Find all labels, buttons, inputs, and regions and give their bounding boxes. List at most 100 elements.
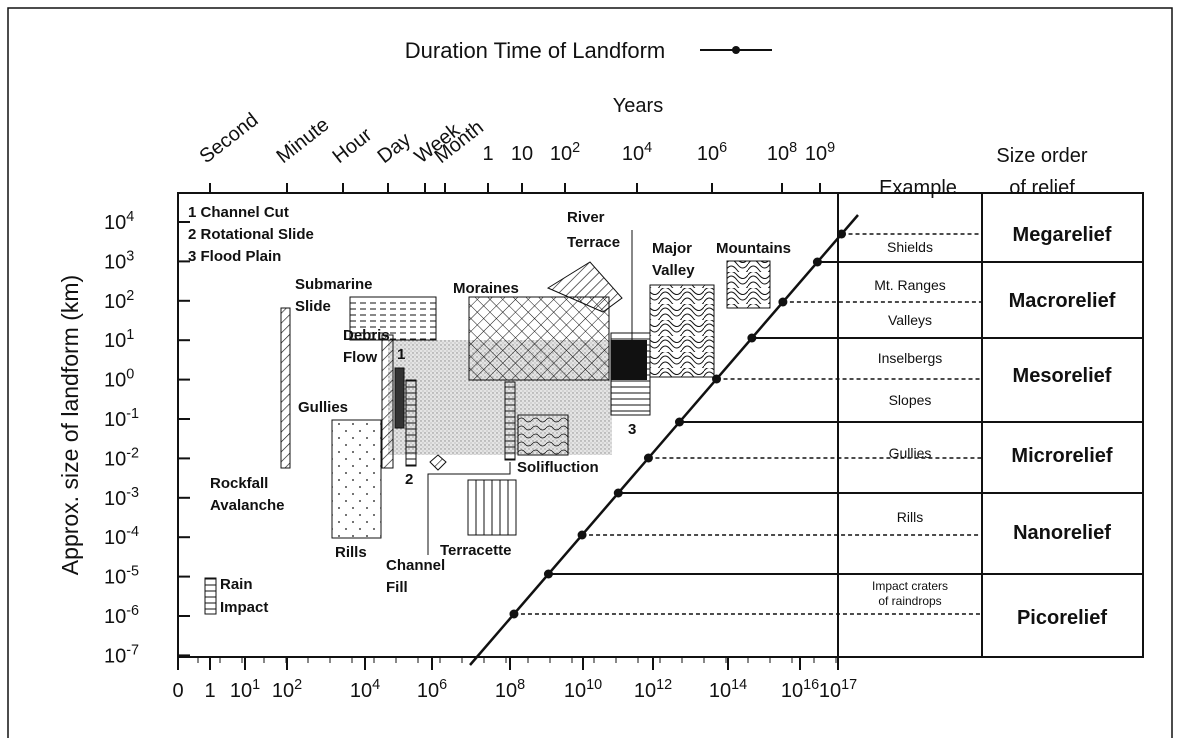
y-tick-label: 10-6 [104, 603, 139, 628]
landform-label: Debris [343, 327, 390, 344]
x-tick-label-base: 10 [819, 680, 841, 702]
y-tick-label-exp: -5 [126, 564, 139, 580]
relief-header: of relief [1009, 177, 1075, 199]
landform-label: Impact [220, 599, 268, 616]
year-tick-label-base: 10 [767, 143, 789, 165]
mountains-shape [726, 260, 771, 309]
year-tick-label-exp: 8 [789, 140, 797, 156]
year-tick-label: 106 [697, 140, 727, 165]
year-tick-label-exp: 6 [719, 140, 727, 156]
x-tick-label-exp: 4 [372, 677, 380, 693]
x-tick-label-base: 10 [350, 680, 372, 702]
x-tick-label: 1 [204, 680, 215, 702]
year-tick-label: 102 [550, 140, 580, 165]
duration-dot [837, 229, 847, 239]
y-tick-label: 104 [104, 209, 134, 234]
example-label: Gullies [889, 445, 932, 461]
landform-label: Terrace [567, 234, 620, 251]
y-tick-label: 102 [104, 288, 134, 313]
example-label: Impact craters [872, 579, 948, 593]
y-tick-label: 101 [104, 327, 134, 352]
major-valley-shape [649, 284, 715, 378]
x-tick-label: 101 [230, 677, 260, 702]
relief-label: Nanorelief [1013, 522, 1111, 544]
x-tick-label-base: 10 [272, 680, 294, 702]
y-tick-label: 10-4 [104, 524, 139, 549]
year-tick-label-exp: 9 [827, 140, 835, 156]
year-tick-label: 108 [767, 140, 797, 165]
x-tick-label-exp: 14 [731, 677, 747, 693]
rain-impact-shape [204, 577, 217, 615]
landform-label: 1 [397, 346, 405, 363]
y-tick-label-exp: -6 [126, 603, 139, 619]
y-tick-label-base: 10 [104, 370, 126, 392]
y-tick-label-exp: 3 [126, 248, 134, 264]
years-label: Years [613, 95, 663, 117]
landform-label: Rockfall [210, 475, 268, 492]
example-label: Rills [897, 509, 923, 525]
x-tick-label: 0 [172, 680, 183, 702]
channel-fill-pointer [427, 462, 511, 555]
rotational-slide-shape [405, 379, 417, 467]
landform-label: Avalanche [210, 497, 284, 514]
year-tick-label-base: 10 [622, 143, 644, 165]
debris-flow-shape [381, 334, 394, 469]
year-tick-label-exp: 2 [572, 140, 580, 156]
example-header: Example [879, 177, 957, 199]
x-tick-label-base: 10 [634, 680, 656, 702]
y-tick-label-base: 10 [104, 330, 126, 352]
y-tick-label: 10-7 [104, 642, 139, 667]
example-label: Slopes [889, 392, 932, 408]
duration-dot [674, 417, 684, 427]
relief-header: Size order [996, 145, 1087, 167]
title: Duration Time of Landform [405, 38, 665, 63]
legend-item: 1 Channel Cut [188, 204, 289, 221]
y-tick-label-base: 10 [104, 527, 126, 549]
river-terrace-shape [546, 261, 623, 313]
terracette-shape [467, 479, 517, 536]
x-tick-label: 102 [272, 677, 302, 702]
rills-shape [331, 419, 382, 539]
duration-dot [812, 257, 822, 267]
y-tick-label-exp: 2 [126, 288, 134, 304]
example-label: Inselbergs [878, 350, 943, 366]
landform-label: Mountains [716, 240, 791, 257]
duration-line [469, 214, 859, 666]
y-tick-label-base: 10 [104, 251, 126, 273]
example-label: of raindrops [878, 594, 941, 608]
y-tick-label-base: 10 [104, 409, 126, 431]
landform-label: Rain [220, 576, 253, 593]
x-tick-label-exp: 17 [841, 677, 857, 693]
x-tick-label-exp: 12 [656, 677, 672, 693]
year-tick-label: 109 [805, 140, 835, 165]
landform-label: Gullies [298, 399, 348, 416]
x-tick-label-exp: 2 [294, 677, 302, 693]
y-tick-label: 100 [104, 367, 134, 392]
x-tick-label-exp: 1 [252, 677, 260, 693]
relief-label: Megarelief [1013, 224, 1112, 246]
x-tick-label-exp: 8 [517, 677, 525, 693]
x-tick-label-exp: 10 [586, 677, 602, 693]
y-tick-label-exp: 1 [126, 327, 134, 343]
legend-item: 3 Flood Plain [188, 248, 281, 265]
y-tick-label: 10-1 [104, 406, 139, 431]
x-tick-label: 106 [417, 677, 447, 702]
x-tick-label-exp: 6 [439, 677, 447, 693]
moraines-shape [468, 296, 610, 381]
solifluction-shape [504, 381, 516, 461]
x-tick-label-base: 10 [709, 680, 731, 702]
wavy-shape [517, 414, 569, 456]
outer-frame [7, 7, 1173, 738]
year-tick-label-exp: 4 [644, 140, 652, 156]
duration-dot [509, 609, 519, 619]
landform-label: Rills [335, 544, 367, 561]
x-tick-label: 1017 [819, 677, 857, 702]
y-tick-label-base: 10 [104, 645, 126, 667]
y-tick-label-exp: -1 [126, 406, 139, 422]
x-tick-label: 108 [495, 677, 525, 702]
landform-label: Flow [343, 349, 377, 366]
time-unit-label: Second [196, 109, 263, 168]
y-tick-label-base: 10 [104, 488, 126, 510]
x-tick-label: 1016 [781, 677, 819, 702]
y-tick-label-exp: -3 [126, 485, 139, 501]
